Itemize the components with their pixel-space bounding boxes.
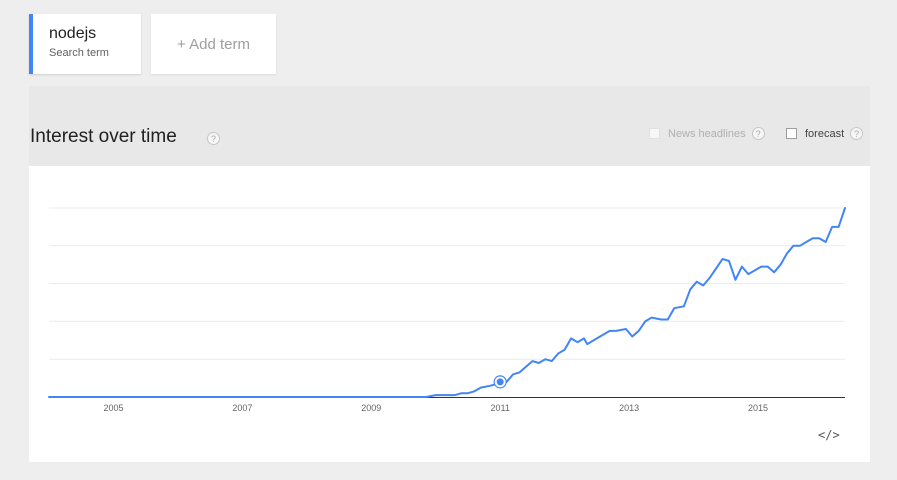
- interest-chart-svg: 2005 2007 2009 2011 2013 2015: [48, 207, 846, 413]
- x-tick-label: 2011: [490, 403, 509, 413]
- page-title: Interest over time: [30, 126, 177, 147]
- search-term-name: nodejs: [49, 25, 97, 42]
- news-headlines-option: News headlines ?: [649, 127, 765, 140]
- x-tick-label: 2009: [361, 403, 381, 413]
- add-term-button[interactable]: + Add term: [151, 14, 276, 74]
- forecast-help-icon[interactable]: ?: [850, 127, 864, 140]
- forecast-checkbox[interactable]: [786, 128, 797, 139]
- forecast-label: forecast: [805, 127, 845, 140]
- x-tick-label: 2015: [748, 403, 768, 413]
- news-headlines-checkbox[interactable]: [649, 128, 660, 139]
- search-term-card[interactable]: nodejs Search term: [29, 14, 141, 74]
- embed-code-icon[interactable]: </>: [818, 428, 840, 442]
- forecast-option: forecast ?: [786, 127, 864, 140]
- highlighted-point: [496, 378, 504, 386]
- interest-chart: 2005 2007 2009 2011 2013 2015 </>: [29, 166, 870, 462]
- x-tick-label: 2013: [619, 403, 639, 413]
- series-line-0: [48, 207, 846, 398]
- news-headlines-help-icon[interactable]: ?: [751, 127, 765, 140]
- x-tick-label: 2007: [232, 403, 252, 413]
- search-term-subtitle: Search term: [49, 47, 109, 59]
- title-help-icon[interactable]: ?: [207, 132, 220, 145]
- header-band: [29, 86, 870, 166]
- news-headlines-label: News headlines: [668, 127, 746, 140]
- x-tick-label: 2005: [103, 403, 123, 413]
